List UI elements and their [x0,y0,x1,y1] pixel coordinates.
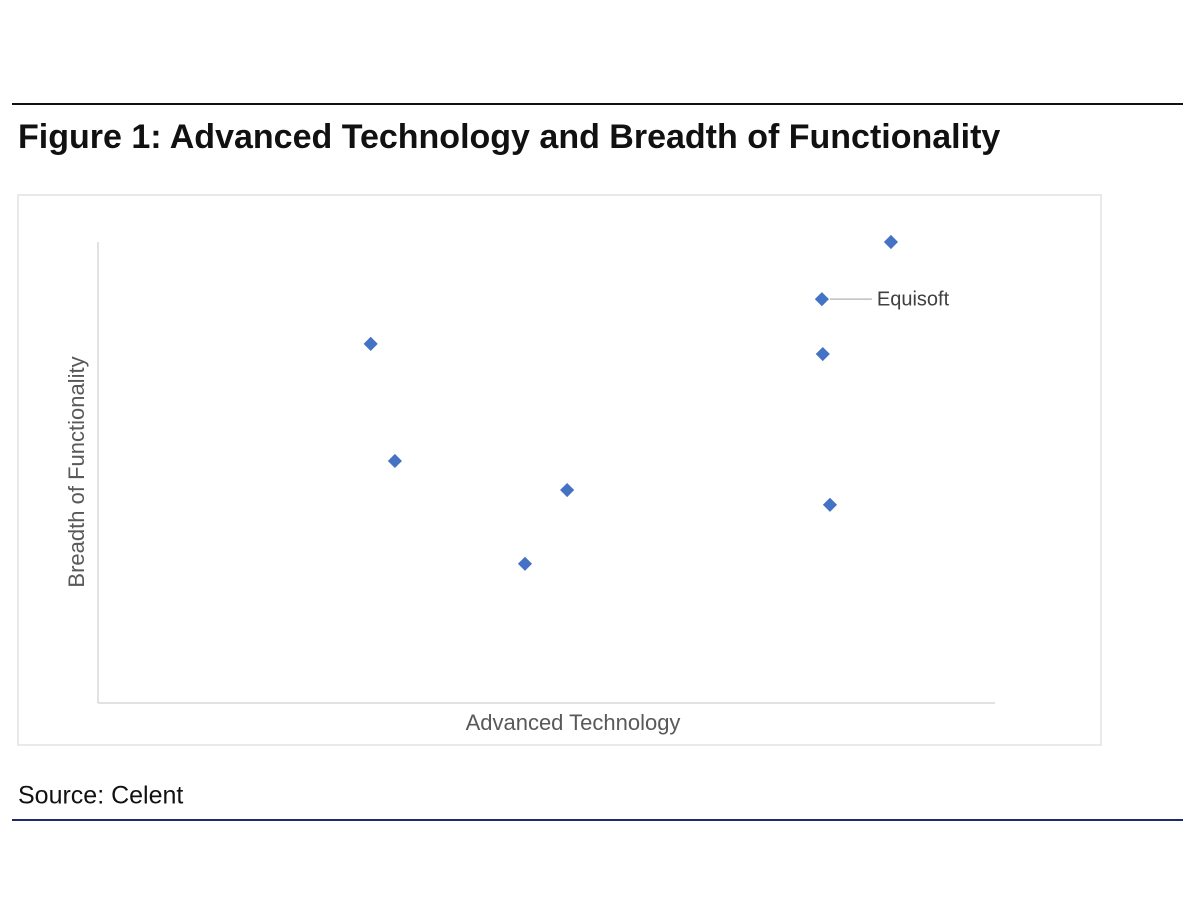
point [814,292,829,307]
point [517,556,533,571]
chart-title: Figure 1: Advanced Technology and Breadt… [18,118,1000,156]
point [815,346,830,362]
point [387,453,402,469]
point-label: Equisoft [877,288,950,310]
y-axis-title: Breadth of Functionality [64,356,89,587]
point [363,336,378,351]
point [822,497,838,512]
point [560,482,575,498]
x-axis-title: Advanced Technology [466,710,681,735]
chart-frame [17,194,1102,746]
source: Source: Celent [18,782,183,810]
point [883,234,899,250]
